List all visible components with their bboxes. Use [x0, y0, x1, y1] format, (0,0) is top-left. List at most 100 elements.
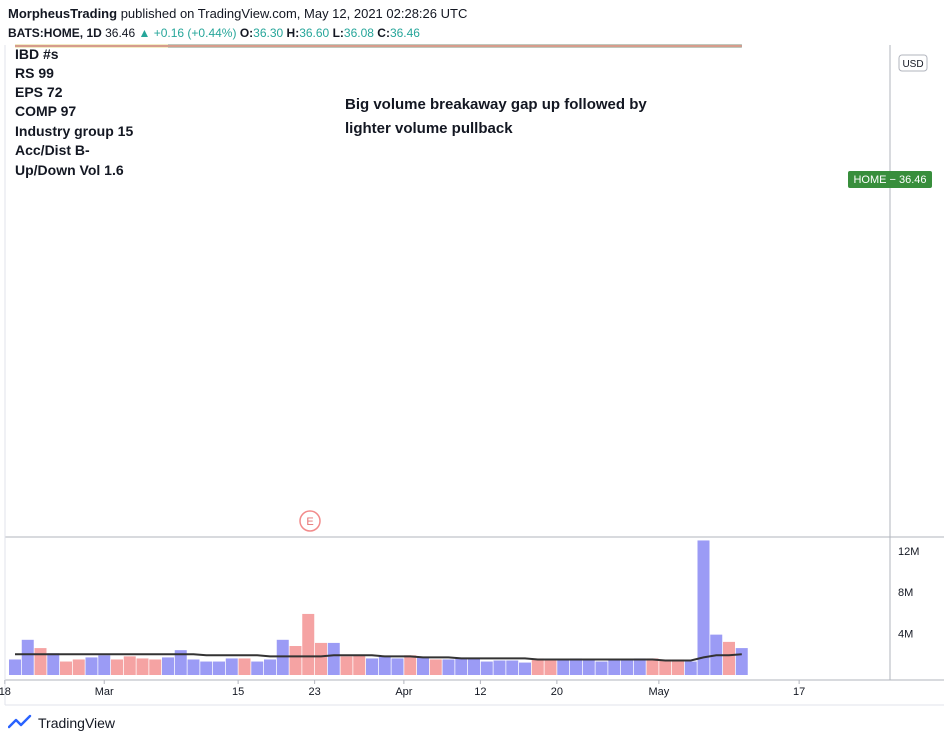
volume-bar: [404, 655, 417, 675]
volume-bar: [162, 657, 174, 675]
symbol-label[interactable]: BATS:HOME, 1D: [8, 26, 102, 40]
annotation-line: lighter volume pullback: [345, 120, 513, 137]
volume-bar: [506, 660, 519, 675]
annotation-line: Big volume breakaway gap up followed by: [345, 96, 647, 113]
volume-average-line: [15, 653, 742, 662]
currency-badge-box[interactable]: [898, 54, 928, 72]
volume-bar: [531, 658, 544, 675]
volume-bar: [429, 659, 442, 675]
ibd-stat-line: Acc/Dist B-: [15, 142, 90, 158]
volume-bar: [85, 657, 98, 675]
volume-bar: [60, 661, 72, 675]
tradingview-footer[interactable]: TradingView: [8, 714, 115, 732]
volume-bar: [723, 641, 735, 675]
ibd-stat-line: Industry group 15: [15, 123, 133, 139]
price-tag: HOME − 36.46: [853, 174, 926, 186]
volume-bar: [672, 659, 684, 675]
volume-bar: [391, 658, 404, 675]
volume-bar: [123, 656, 136, 675]
publish-info: MorpheusTrading published on TradingView…: [8, 6, 467, 21]
volume-bar: [174, 650, 187, 675]
volume-bar: [442, 659, 455, 675]
volume-bar: [315, 642, 327, 675]
time-tick-label: 12: [474, 686, 486, 698]
price-tag-box: [848, 171, 932, 188]
change-up-icon: ▲: [138, 26, 151, 40]
volume-bar: [684, 661, 697, 675]
volume-bar: [276, 639, 289, 675]
volume-bar: [213, 661, 225, 675]
volume-bar: [633, 658, 646, 675]
time-tick-label: Mar: [95, 686, 114, 698]
volume-bar: [149, 659, 162, 675]
close-value: 36.46: [389, 26, 420, 40]
ohlc-legend: BATS:HOME, 1D 36.46 ▲ +0.16 (+0.44%) O:3…: [8, 26, 420, 40]
volume-bar: [582, 659, 595, 675]
volume-bar: [98, 655, 111, 675]
close-label: C:: [377, 26, 390, 40]
ibd-stat-line: RS 99: [15, 65, 54, 81]
volume-bar: [47, 653, 60, 675]
volume-bar: [608, 659, 621, 675]
open-label: O:: [239, 26, 254, 40]
volume-bar: [21, 639, 34, 675]
volume-bar: [468, 658, 480, 675]
volume-bar: [200, 661, 213, 675]
volume-bar: [570, 658, 582, 675]
volume-bar: [136, 658, 149, 675]
high-label: H:: [286, 26, 300, 40]
volume-bar: [264, 659, 276, 675]
volume-bar: [519, 662, 531, 675]
earnings-marker-icon[interactable]: [299, 510, 321, 532]
volume-bar: [417, 657, 429, 675]
ibd-stat-line: EPS 72: [15, 84, 63, 100]
time-tick-label: 17: [793, 686, 805, 698]
ibd-stat-line: Up/Down Vol 1.6: [15, 162, 124, 178]
volume-tick-label: 4M: [898, 629, 913, 641]
low-value: 36.08: [343, 26, 374, 40]
volume-bar: [557, 659, 570, 675]
time-tick-label: 23: [309, 686, 321, 698]
volume-bar: [327, 642, 340, 675]
volume-bar: [735, 648, 748, 675]
volume-bar: [595, 661, 608, 675]
volume-bars: [9, 540, 748, 675]
ibd-stat-line: IBD #s: [15, 46, 59, 62]
volume-bar: [289, 646, 302, 675]
low-label: L:: [332, 26, 344, 40]
volume-bar: [238, 658, 251, 675]
time-tick-label: 15: [232, 686, 244, 698]
volume-bar: [646, 658, 659, 675]
ibd-stat-line: COMP 97: [15, 103, 76, 119]
time-tick-label: Apr: [395, 686, 412, 698]
high-value: 36.60: [299, 26, 330, 40]
volume-bar: [544, 659, 557, 675]
tradingview-logo-icon: [8, 714, 32, 729]
volume-bar: [302, 613, 315, 675]
volume-bar: [340, 656, 353, 675]
volume-bar: [353, 655, 366, 675]
time-axis-ticks: 18 Mar 15 23 Apr 12 20 May 17: [0, 680, 805, 698]
volume-bar: [366, 658, 378, 675]
ibd-stats: IBD #s RS 99 EPS 72 COMP 97 Industry gro…: [15, 46, 133, 178]
time-tick-label: 20: [551, 686, 563, 698]
volume-bar: [34, 648, 47, 675]
published-text: published on TradingView.com, May 12, 20…: [120, 6, 468, 21]
publisher-name[interactable]: MorpheusTrading: [8, 6, 118, 21]
open-value: 36.30: [253, 26, 284, 40]
volume-bar: [9, 659, 21, 675]
volume-tick-label: 12M: [898, 546, 919, 558]
volume-bar: [621, 660, 633, 675]
volume-bar: [455, 658, 468, 675]
last-price: 36.46: [105, 26, 136, 40]
volume-bar: [659, 659, 672, 675]
volume-bar: [111, 659, 123, 675]
tradingview-brand: TradingView: [38, 715, 116, 731]
earnings-marker: E: [306, 516, 313, 528]
volume-tick-label: 8M: [898, 587, 913, 599]
volume-bar: [187, 659, 200, 675]
time-tick-label: May: [648, 686, 669, 698]
annotation-text: Big volume breakaway gap up followed by …: [345, 96, 647, 137]
price-change: +0.16 (+0.44%): [153, 26, 237, 40]
